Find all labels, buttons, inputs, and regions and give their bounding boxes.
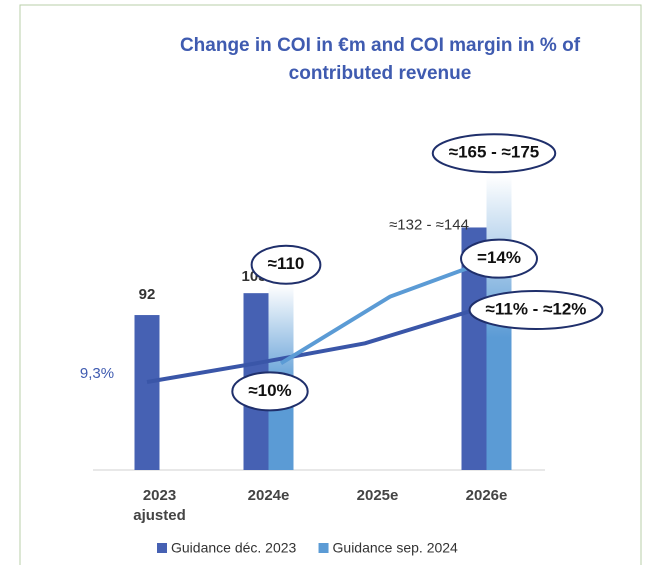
label-ellipse <box>250 244 322 285</box>
legend-label: Guidance sep. 2024 <box>333 540 459 556</box>
margin-line <box>146 308 475 384</box>
bar <box>134 315 160 470</box>
label-ellipse <box>460 238 538 279</box>
value-label: 9,3% <box>80 365 114 382</box>
legend-label: Guidance déc. 2023 <box>171 540 297 556</box>
margin-line <box>279 254 500 366</box>
x-tick-label: 2024e <box>247 487 290 504</box>
value-label: =14% <box>477 248 521 267</box>
frame <box>19 4 642 565</box>
label-ellipse <box>231 371 309 412</box>
x-tick-label: 2023 ajusted <box>133 487 186 524</box>
label-ellipse <box>468 290 604 330</box>
value-label: ≈110 <box>268 254 305 273</box>
value-label: ≈10% <box>248 381 291 400</box>
value-label: ≈165 - ≈175 <box>449 143 540 162</box>
label-ellipse <box>431 133 557 174</box>
x-tick-label: 2025e <box>356 487 399 504</box>
legend-swatch <box>157 543 167 553</box>
value-label: 92 <box>139 286 156 303</box>
x-tick-label: 2026e <box>465 487 508 504</box>
legend-swatch <box>318 543 329 553</box>
value-label: ≈132 - ≈144 <box>389 216 469 233</box>
value-label: ≈11% - ≈12% <box>486 299 587 318</box>
chart-title: Change in COI in €m and COI margin in % … <box>179 35 581 84</box>
